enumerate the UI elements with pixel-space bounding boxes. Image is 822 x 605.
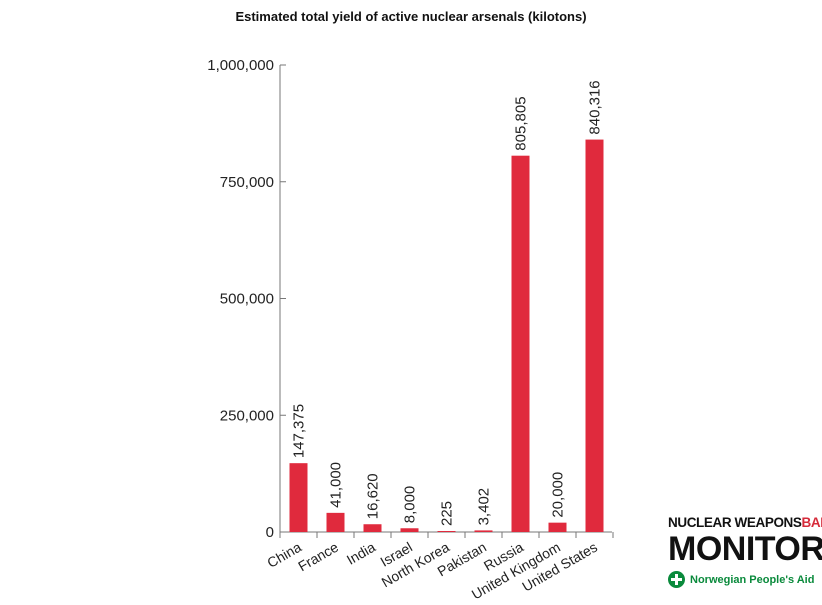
- y-tick-label: 750,000: [220, 174, 274, 191]
- npa-logo: Norwegian People's Aid: [668, 571, 818, 588]
- npa-cross-icon: [668, 571, 685, 588]
- bar-value-label: 20,000: [550, 472, 567, 518]
- axes: 0 250,000 500,000 750,000 1,000,000: [207, 57, 614, 541]
- bar: [400, 528, 419, 532]
- category-label: France: [295, 539, 341, 575]
- bar: [511, 155, 530, 532]
- logo-wordmark-top: NUCLEAR WEAPONSBAN: [668, 515, 822, 531]
- bar: [548, 522, 567, 532]
- y-tick-label: 1,000,000: [207, 57, 274, 74]
- category-label: India: [344, 539, 378, 568]
- bar: [363, 524, 382, 532]
- y-tick-label: 500,000: [220, 291, 274, 308]
- y-tick-label: 250,000: [220, 407, 274, 424]
- bar-value-label: 8,000: [402, 486, 419, 524]
- bar-value-label: 3,402: [476, 488, 493, 526]
- bar: [437, 531, 456, 532]
- bar-value-label: 840,316: [587, 80, 604, 134]
- bar-value-label: 41,000: [328, 462, 345, 508]
- chart-title: Estimated total yield of active nuclear …: [235, 9, 587, 24]
- bar-value-label: 225: [439, 501, 456, 526]
- bar: [289, 463, 308, 532]
- bar: [474, 530, 493, 532]
- bars: [289, 139, 604, 532]
- logo-wordmark-monitor: MONITOR: [668, 530, 822, 568]
- bar-value-label: 147,375: [291, 404, 308, 458]
- logo-text-nuclear-weapons: NUCLEAR WEAPONS: [668, 515, 802, 530]
- y-tick-label: 0: [266, 524, 274, 541]
- bar-value-label: 16,620: [365, 473, 382, 519]
- bar: [326, 512, 345, 532]
- bar: [585, 139, 604, 532]
- logo-text-ban: BAN: [801, 515, 822, 530]
- bar-value-label: 805,805: [513, 96, 530, 150]
- npa-name: Norwegian People's Aid: [690, 573, 815, 586]
- nuclear-weapons-ban-monitor-logo: NUCLEAR WEAPONSBAN MONITOR Norwegian Peo…: [668, 515, 822, 588]
